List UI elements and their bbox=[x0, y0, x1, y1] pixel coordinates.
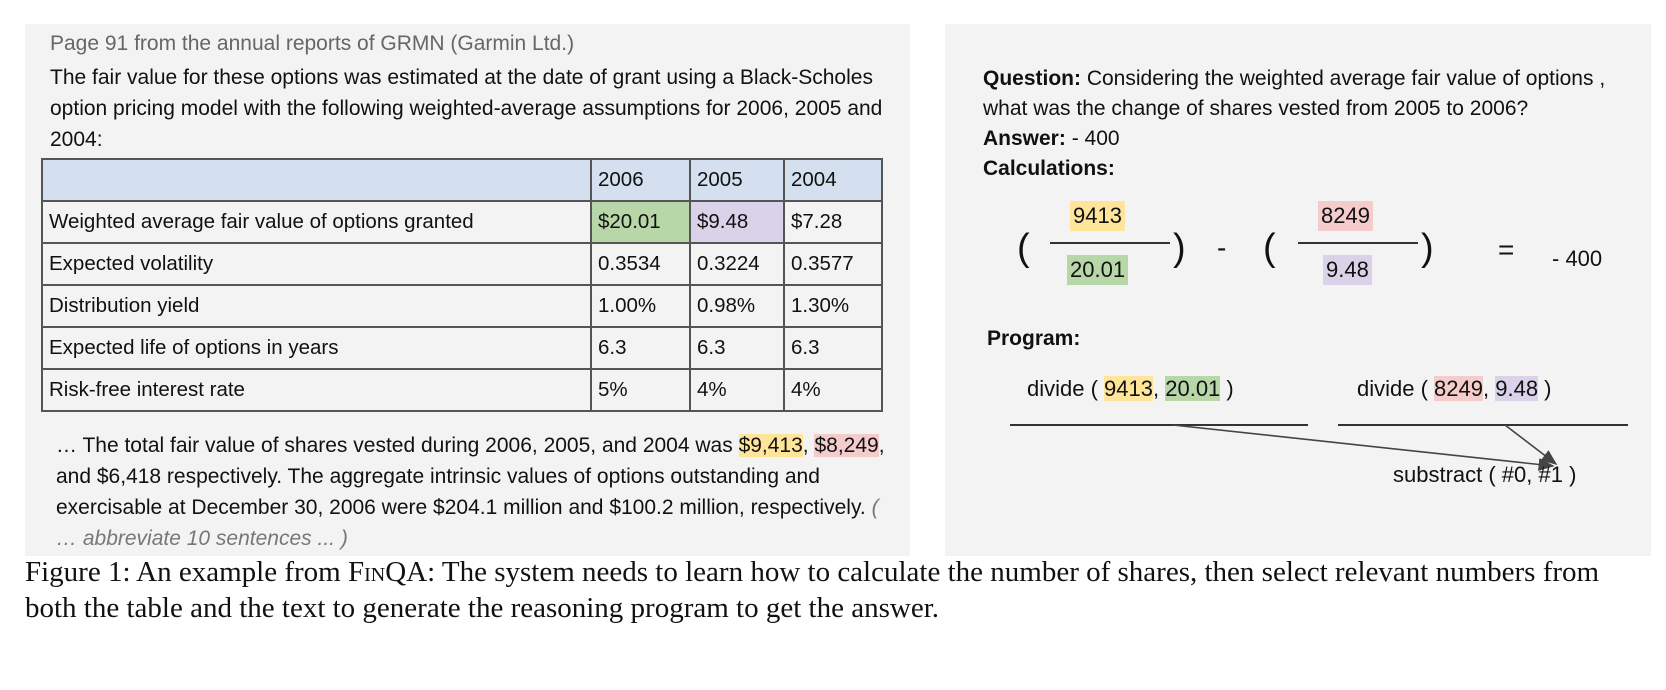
close-paren: ) bbox=[1421, 227, 1434, 269]
answer-label: Answer: bbox=[983, 127, 1066, 150]
table-cell: 4% bbox=[689, 368, 785, 412]
close-paren: ) bbox=[1173, 227, 1186, 269]
dataset-name: FinQA bbox=[347, 556, 428, 588]
table-cell: Expected life of options in years bbox=[41, 326, 592, 370]
table-row: Weighted average fair value of options g… bbox=[41, 200, 883, 244]
table-cell: Expected volatility bbox=[41, 242, 592, 286]
table-cell: 0.98% bbox=[689, 284, 785, 328]
figure-caption: Figure 1: An example from FinQA: The sys… bbox=[25, 556, 1600, 624]
calculations-label: Calculations: bbox=[983, 157, 1115, 180]
program-step-2: divide ( 8249, 9.48 ) bbox=[1357, 376, 1552, 401]
arg-9-48: 9.48 bbox=[1495, 376, 1539, 401]
numerator-8249: 8249 bbox=[1318, 201, 1373, 231]
program-step-3: substract ( #0, #1 ) bbox=[1393, 462, 1577, 487]
table-cell: 1.30% bbox=[783, 284, 883, 328]
table-cell: 6.3 bbox=[783, 326, 883, 370]
denominator-9-48: 9.48 bbox=[1323, 255, 1372, 285]
denominator-20-01: 20.01 bbox=[1067, 255, 1129, 285]
abbreviation-note: ( … abbreviate 10 sentences ... ) bbox=[56, 496, 879, 550]
table-header-cell: 2005 bbox=[689, 158, 785, 202]
highlight-8249: $8,249 bbox=[814, 434, 879, 457]
step-1-underline bbox=[1010, 424, 1308, 426]
equals-sign: = bbox=[1498, 234, 1515, 265]
fraction-bar bbox=[1050, 242, 1170, 244]
tail-paragraph: … The total fair value of shares vested … bbox=[56, 430, 896, 554]
table-cell: 6.3 bbox=[590, 326, 691, 370]
calculation-result: - 400 bbox=[1552, 246, 1603, 271]
fraction-bar bbox=[1298, 242, 1418, 244]
table-cell-highlighted: $9.48 bbox=[689, 200, 785, 244]
table-row: Expected volatility 0.3534 0.3224 0.3577 bbox=[41, 242, 883, 286]
source-line: Page 91 from the annual reports of GRMN … bbox=[50, 32, 575, 55]
table-cell: Risk-free interest rate bbox=[41, 368, 592, 412]
table-row: Distribution yield 1.00% 0.98% 1.30% bbox=[41, 284, 883, 328]
table-header-cell: 2004 bbox=[783, 158, 883, 202]
table-cell: Distribution yield bbox=[41, 284, 592, 328]
question-block: Question: Considering the weighted avera… bbox=[983, 64, 1643, 124]
tail-text: … The total fair value of shares vested … bbox=[56, 434, 739, 457]
program-arrows bbox=[1172, 424, 1558, 471]
table-header-cell bbox=[41, 158, 592, 202]
program-step-1: divide ( 9413, 20.01 ) bbox=[1027, 376, 1234, 401]
question-text: Considering the weighted average fair va… bbox=[983, 67, 1606, 120]
table-cell: $7.28 bbox=[783, 200, 883, 244]
program-label: Program: bbox=[987, 327, 1081, 350]
assumptions-table: 2006 2005 2004 Weighted average fair val… bbox=[41, 158, 883, 412]
open-paren: ( bbox=[1263, 227, 1276, 269]
arrow-step2-to-step3 bbox=[1504, 424, 1558, 465]
table-row: Expected life of options in years 6.3 6.… bbox=[41, 326, 883, 370]
table-cell: Weighted average fair value of options g… bbox=[41, 200, 592, 244]
table-cell: 6.3 bbox=[689, 326, 785, 370]
tail-text: , and $6,418 respectively. The aggregate… bbox=[56, 434, 885, 519]
arg-9413: 9413 bbox=[1104, 376, 1153, 401]
intro-paragraph: The fair value for these options was est… bbox=[50, 66, 883, 151]
arg-8249: 8249 bbox=[1434, 376, 1483, 401]
table-cell: 0.3224 bbox=[689, 242, 785, 286]
table-cell: 4% bbox=[783, 368, 883, 412]
arg-20-01: 20.01 bbox=[1165, 376, 1221, 401]
tail-text: , bbox=[802, 434, 815, 457]
table-header-row: 2006 2005 2004 bbox=[41, 158, 883, 202]
question-label: Question: bbox=[983, 67, 1081, 90]
report-excerpt-panel: Page 91 from the annual reports of GRMN … bbox=[25, 24, 910, 556]
answer-line: Answer: - 400 bbox=[983, 124, 1120, 154]
table-row: Risk-free interest rate 5% 4% 4% bbox=[41, 368, 883, 412]
numerator-9413: 9413 bbox=[1070, 201, 1125, 231]
table-header-cell: 2006 bbox=[590, 158, 691, 202]
table-cell: 0.3534 bbox=[590, 242, 691, 286]
step-2-underline bbox=[1338, 424, 1628, 426]
minus-sign: - bbox=[1217, 232, 1227, 263]
table-cell: 0.3577 bbox=[783, 242, 883, 286]
answer-value: - 400 bbox=[1065, 127, 1120, 150]
arrow-step1-to-step3 bbox=[1172, 424, 1555, 471]
open-paren: ( bbox=[1017, 227, 1030, 269]
reasoning-panel: Question: Considering the weighted avera… bbox=[945, 24, 1651, 556]
table-cell: 1.00% bbox=[590, 284, 691, 328]
table-cell: 5% bbox=[590, 368, 691, 412]
highlight-9413: $9,413 bbox=[738, 434, 803, 457]
table-cell-highlighted: $20.01 bbox=[590, 200, 691, 244]
